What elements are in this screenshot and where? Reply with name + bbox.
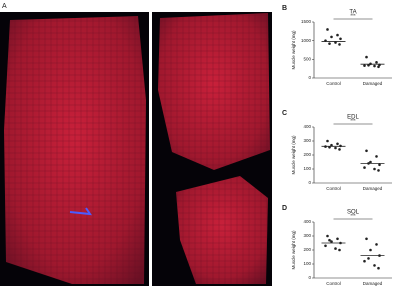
y-tick-label: 100	[303, 261, 311, 266]
data-point	[367, 257, 370, 260]
y-tick-label: 1500	[301, 19, 312, 24]
data-point	[363, 64, 366, 67]
data-point	[330, 143, 333, 147]
y-tick-label: 0	[308, 275, 311, 280]
data-point	[369, 160, 372, 164]
data-point	[336, 142, 339, 146]
data-point	[373, 264, 376, 267]
data-point	[324, 244, 327, 248]
data-point	[338, 43, 341, 46]
data-point	[339, 144, 342, 148]
y-axis-label: Muscle weight (mg)	[291, 135, 296, 175]
x-tick-label: Damaged	[363, 81, 383, 86]
data-point	[330, 35, 333, 39]
y-tick-label: 200	[303, 152, 311, 157]
data-point	[339, 37, 342, 41]
data-point	[326, 28, 329, 31]
y-tick-label: 1000	[301, 38, 312, 43]
data-point	[363, 259, 366, 263]
blue-stain	[69, 207, 93, 216]
data-point	[338, 148, 341, 151]
data-point	[326, 234, 329, 238]
y-tick-label: 500	[303, 57, 311, 62]
data-point	[338, 248, 341, 252]
significance-label: ***	[350, 213, 356, 218]
micrograph-panel: A	[0, 3, 272, 286]
data-point	[373, 167, 376, 171]
significance-label: ***	[350, 13, 356, 18]
y-tick-label: 300	[303, 138, 311, 143]
y-tick-label: 0	[308, 180, 311, 185]
data-point	[328, 238, 331, 242]
data-point	[375, 155, 378, 158]
data-point	[365, 237, 368, 241]
x-tick-label: Damaged	[363, 281, 383, 286]
tissue-texture	[4, 16, 146, 284]
chart-title: EDL	[347, 115, 359, 121]
data-point	[326, 139, 329, 143]
data-point	[334, 41, 337, 44]
data-point	[334, 247, 337, 250]
panel-label: C	[282, 110, 287, 117]
data-point	[375, 243, 378, 246]
panel-label: A	[2, 3, 7, 10]
x-tick-label: Control	[326, 186, 341, 191]
significance-label: ***	[350, 118, 356, 123]
data-point	[367, 64, 370, 67]
data-point	[377, 169, 380, 172]
data-point	[336, 237, 339, 241]
x-tick-label: Damaged	[363, 186, 383, 191]
x-tick-label: Control	[326, 281, 341, 286]
y-tick-label: 400	[303, 219, 311, 224]
y-axis-label: Muscle weight (mg)	[291, 230, 296, 270]
y-tick-label: 400	[303, 124, 311, 129]
panel-label: D	[282, 205, 287, 212]
y-tick-label: 100	[303, 166, 311, 171]
chart-title: SOL	[347, 210, 360, 216]
data-point	[365, 55, 368, 59]
data-point	[375, 61, 378, 64]
x-tick-label: Control	[326, 81, 341, 86]
tissue-texture	[158, 13, 270, 170]
panel-label: B	[282, 5, 287, 12]
data-point	[365, 149, 368, 153]
y-tick-label: 0	[308, 75, 311, 80]
data-point	[328, 42, 331, 45]
data-point	[377, 65, 380, 69]
data-point	[377, 266, 380, 270]
y-axis-label: Muscle weight (mg)	[291, 30, 296, 70]
data-point	[373, 64, 376, 68]
data-point	[330, 240, 333, 243]
data-point	[363, 166, 366, 169]
data-point	[334, 146, 337, 150]
y-tick-label: 200	[303, 247, 311, 252]
data-point	[336, 33, 339, 37]
y-tick-label: 300	[303, 233, 311, 238]
data-point	[369, 248, 372, 252]
data-point	[378, 163, 381, 167]
chart-title: TA	[349, 10, 356, 16]
tissue-texture	[176, 176, 268, 284]
